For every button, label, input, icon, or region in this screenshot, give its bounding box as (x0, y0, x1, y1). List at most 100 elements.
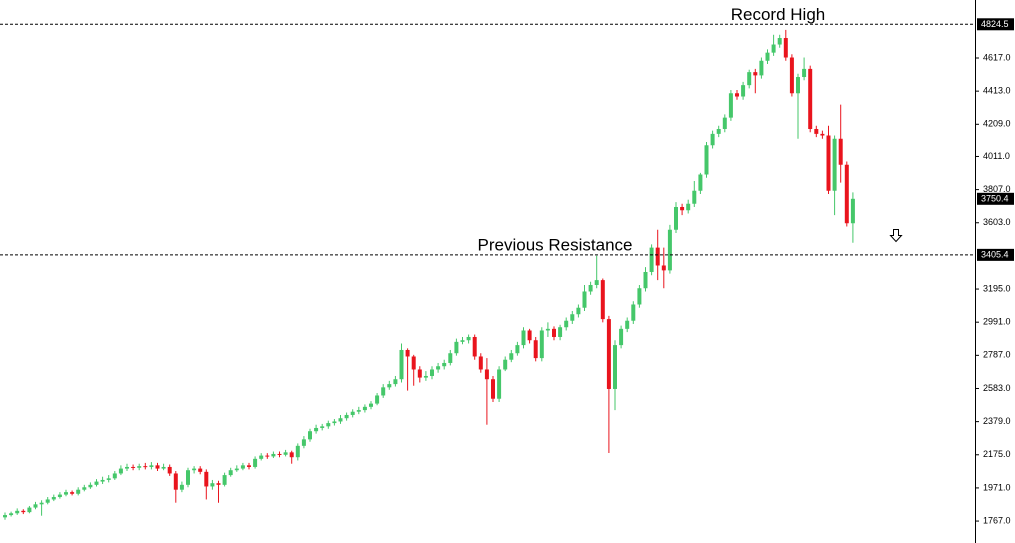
y-tick-label: 3195.0 (983, 283, 1011, 293)
candle-body (838, 138, 843, 165)
candle-body (161, 466, 166, 469)
candle-body (381, 387, 386, 396)
candle-body (728, 93, 733, 118)
candle-body (558, 327, 563, 337)
candle-body (125, 466, 129, 469)
candle-body (76, 489, 81, 494)
y-tick-label: 2583.0 (983, 383, 1011, 393)
candle-body (710, 133, 715, 146)
candle-body (509, 353, 514, 360)
candle-body (143, 466, 148, 468)
candle-body (179, 484, 184, 490)
candle-body (173, 473, 178, 490)
candle-body (826, 135, 831, 191)
candle-body (192, 468, 197, 471)
candle-body (521, 330, 526, 346)
last-price: 3750.4 (981, 194, 1009, 204)
candle-body (552, 328, 556, 337)
candle-body (131, 466, 136, 468)
last-price-box (977, 192, 1014, 205)
candle-body (57, 494, 62, 498)
candle-body (423, 375, 428, 378)
candle-body (314, 427, 319, 432)
candle-body (844, 164, 849, 224)
candle-body (430, 369, 434, 376)
candle-body (45, 499, 50, 503)
candle-body (21, 510, 26, 513)
candle-body (515, 345, 520, 354)
candle-body (454, 341, 459, 354)
candle-body (460, 340, 465, 342)
candle-body (643, 271, 648, 289)
candle-body (405, 349, 410, 357)
candle-body (271, 453, 276, 457)
candle-body (326, 423, 331, 427)
candle-body (149, 465, 154, 467)
candle-body (753, 72, 758, 76)
candle-body (9, 513, 14, 516)
candle-body (155, 465, 160, 469)
candle-body (100, 479, 105, 482)
level-price: 3405.4 (981, 250, 1009, 260)
candle-body (582, 291, 587, 308)
y-tick-label: 4617.0 (983, 52, 1011, 62)
candle-body (820, 133, 825, 136)
candle-body (661, 265, 666, 271)
candle-body (259, 455, 264, 459)
y-tick-label: 1971.0 (983, 482, 1011, 492)
candle-body (491, 379, 495, 399)
candle-body (448, 353, 453, 363)
down-arrow-icon (889, 229, 903, 243)
candle-body (51, 497, 56, 500)
candle-body (570, 314, 575, 321)
y-tick-label: 2175.0 (983, 449, 1011, 459)
level-label: Record High (731, 5, 826, 24)
candle-body (137, 466, 142, 468)
candle-body (27, 507, 32, 513)
candle-body (253, 458, 258, 467)
candle-body (692, 190, 697, 204)
candle-body (631, 304, 636, 321)
candle-body (600, 280, 605, 320)
candle-body (350, 411, 355, 415)
candle-body (228, 470, 233, 476)
candle-body (619, 328, 624, 346)
candle-body (576, 307, 581, 315)
candle-body (222, 475, 227, 485)
candle-body (399, 349, 404, 380)
candle-body (356, 410, 361, 412)
candle-body (613, 345, 617, 389)
candle-body (39, 502, 44, 505)
candle-body (320, 426, 325, 428)
candle-body (716, 129, 721, 134)
candle-body (436, 366, 441, 370)
candle-body (118, 468, 123, 474)
candle-body (442, 362, 447, 367)
y-tick-label: 1767.0 (983, 515, 1011, 525)
candle-body (393, 379, 398, 385)
candle-body (198, 468, 203, 472)
candle-body (850, 198, 855, 224)
y-tick-label: 3603.0 (983, 217, 1011, 227)
level-price: 4824.5 (981, 19, 1009, 29)
candle-body (545, 328, 550, 331)
level-label: Previous Resistance (478, 235, 633, 254)
candle-body (112, 473, 117, 479)
candle-body (564, 320, 569, 328)
candle-body (88, 484, 93, 488)
candle-body (94, 481, 99, 485)
candle-body (369, 403, 373, 407)
candle-body (759, 60, 764, 76)
candle-body (698, 174, 703, 191)
candle-body (70, 492, 75, 494)
candle-body (497, 369, 502, 399)
y-tick-label: 2991.0 (983, 317, 1011, 327)
candle-body (247, 465, 251, 467)
candle-body (265, 455, 270, 457)
candle-body (33, 504, 38, 508)
candle-body (832, 138, 837, 191)
candle-body (808, 68, 813, 130)
candle-body (283, 452, 288, 455)
candle-body (106, 478, 111, 480)
